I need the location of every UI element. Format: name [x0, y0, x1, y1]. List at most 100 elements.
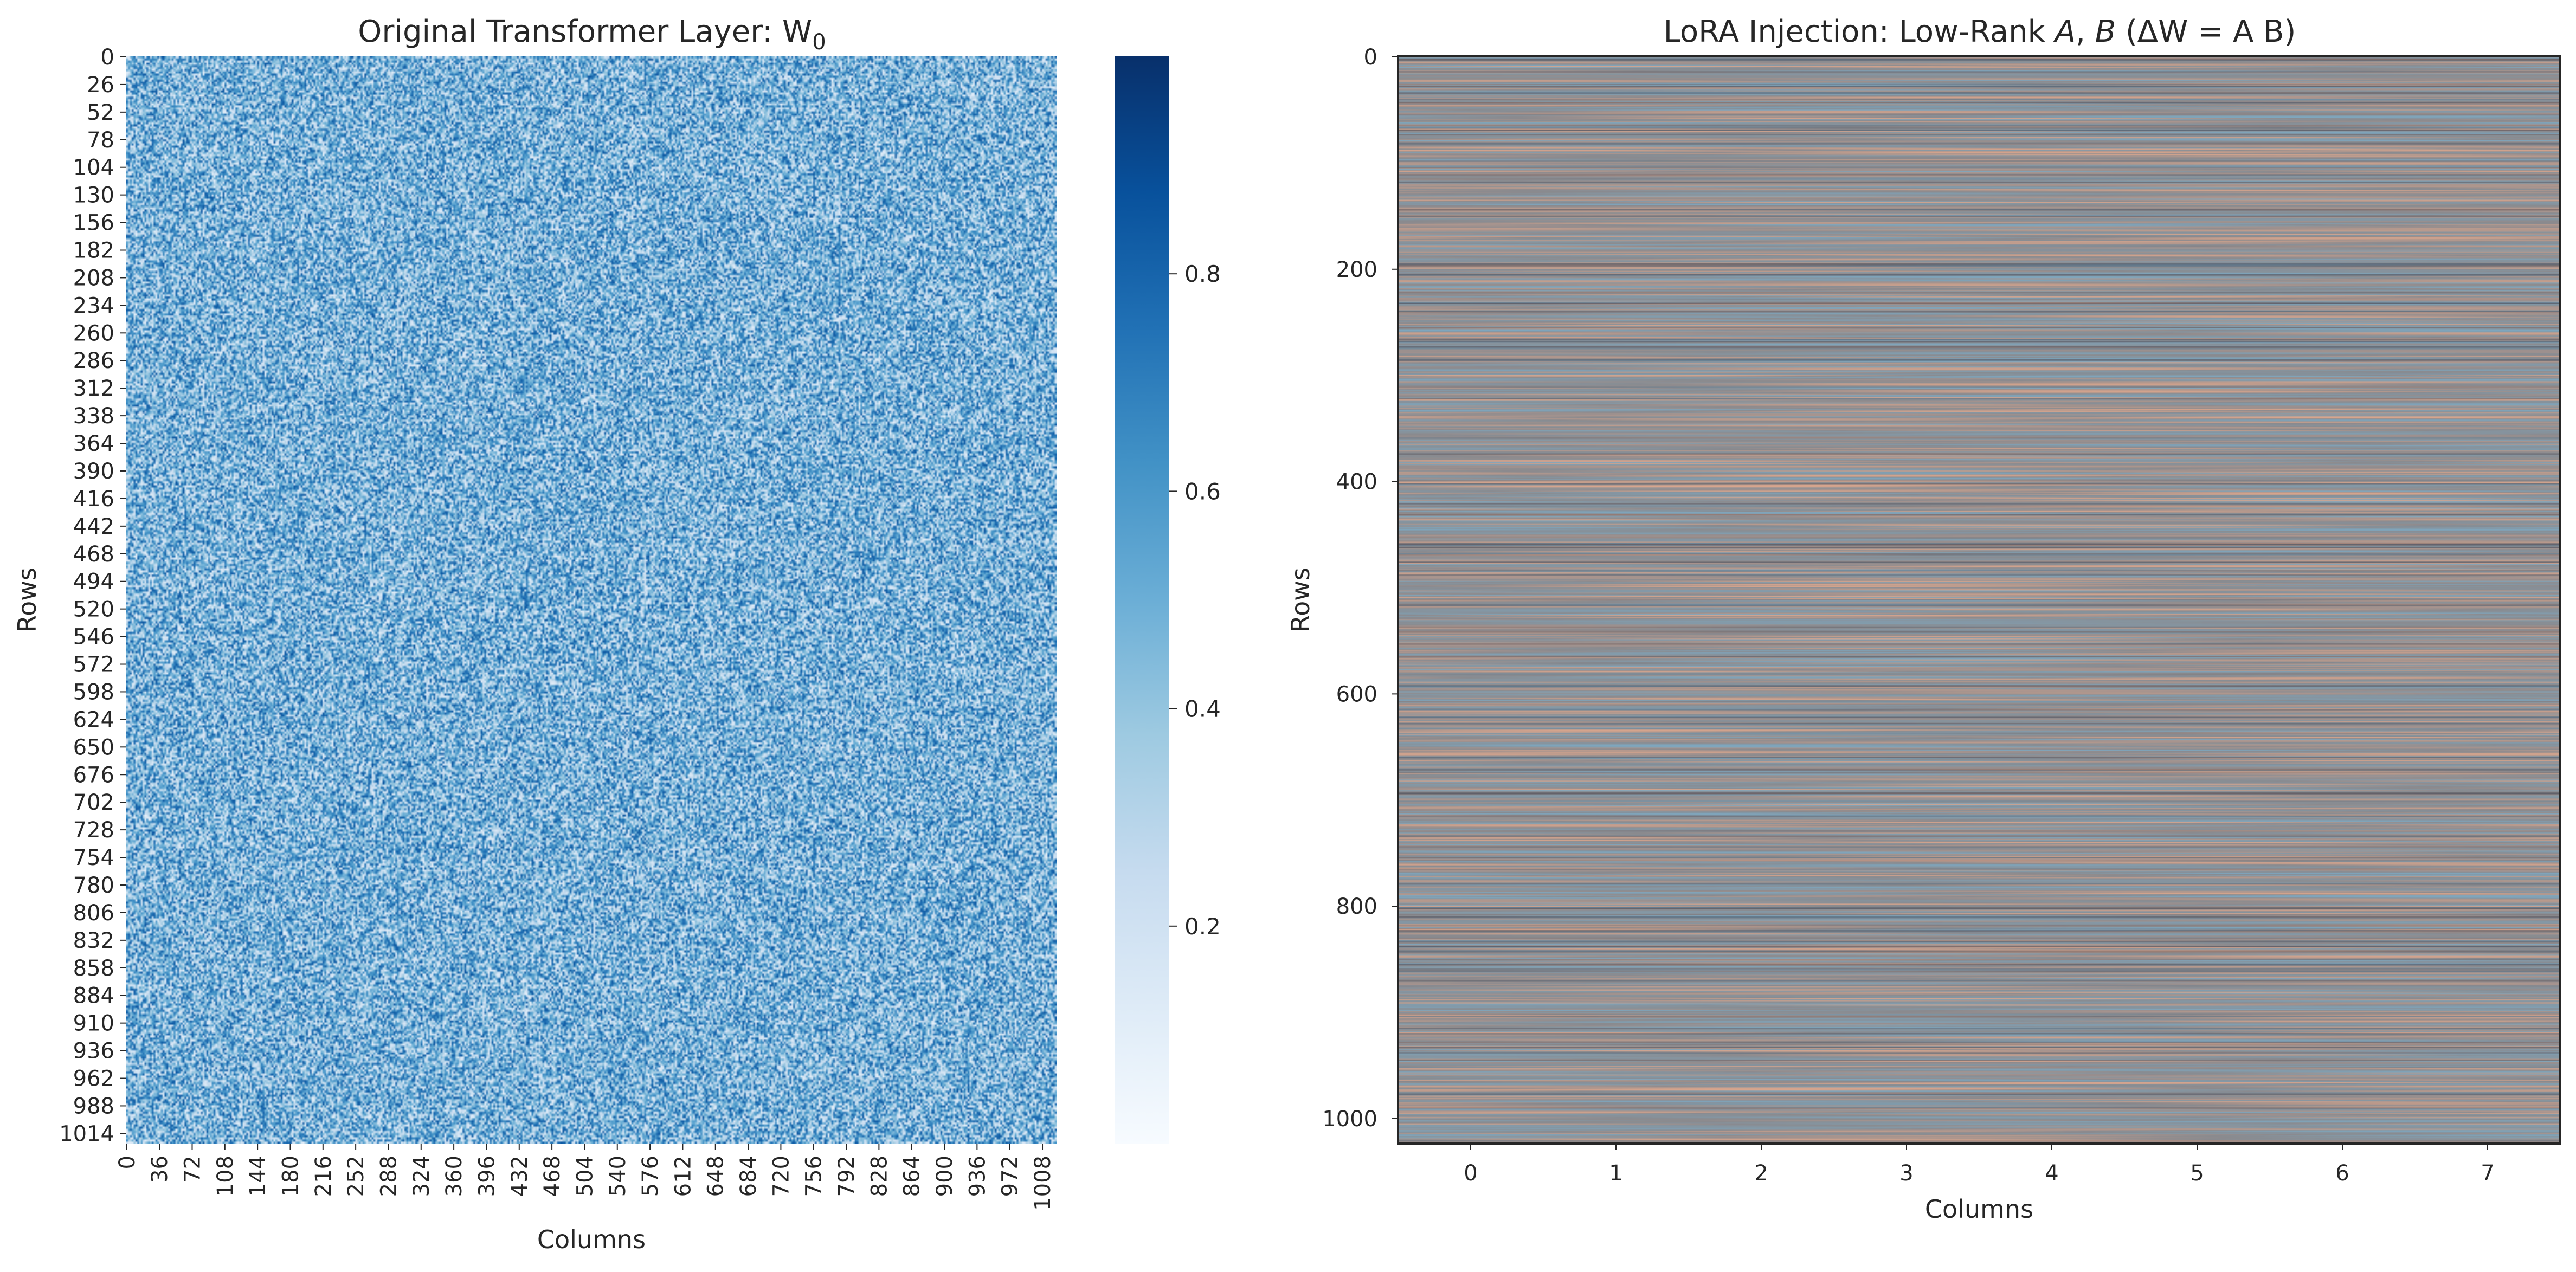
left-y-tick-label: 390 — [73, 459, 114, 484]
left-y-axis-label: Rows — [12, 567, 42, 632]
left-x-tick-label: 288 — [376, 1155, 401, 1197]
left-x-tick-label: 180 — [278, 1155, 303, 1197]
left-y-tick-label: 884 — [73, 984, 114, 1009]
colorbar-gradient — [1115, 56, 1169, 1144]
right-plot-frame — [1397, 55, 2561, 1145]
colorbar-tick-label: 0.4 — [1184, 696, 1221, 722]
right-y-axis-label: Rows — [1286, 567, 1315, 632]
left-y-tick-label: 728 — [73, 818, 114, 843]
right-heatmap-image — [1398, 56, 2560, 1144]
left-y-tick-label: 442 — [73, 514, 114, 539]
right-x-tick-label: 3 — [1899, 1161, 1913, 1186]
left-y-tick-label: 806 — [73, 901, 114, 926]
left-y-tick-label: 910 — [73, 1011, 114, 1036]
right-x-tick-label: 6 — [2335, 1161, 2349, 1186]
right-y-tick-label: 200 — [1336, 257, 1377, 282]
left-y-tick-label: 52 — [87, 100, 114, 125]
right-x-ticks: 0 1 2 3 4 5 6 7 — [1464, 1144, 2495, 1186]
right-x-tick-label: 7 — [2481, 1161, 2494, 1186]
left-y-tick-label: 78 — [87, 128, 114, 153]
left-y-tick-label: 26 — [87, 73, 114, 98]
colorbar-tick-label: 0.8 — [1184, 261, 1221, 287]
left-x-tick-label: 252 — [344, 1155, 369, 1197]
left-y-tick-label: 572 — [73, 653, 114, 677]
left-x-tick-label: 756 — [802, 1155, 827, 1197]
left-y-tick-label: 286 — [73, 348, 114, 373]
left-y-tick-label: 598 — [73, 680, 114, 705]
left-x-tick-label: 504 — [572, 1155, 597, 1197]
left-x-axis-label: Columns — [537, 1225, 646, 1254]
left-y-tick-label: 182 — [73, 238, 114, 263]
left-y-tick-label: 208 — [73, 266, 114, 290]
left-x-tick-label: 360 — [442, 1155, 467, 1197]
left-heatmap-image — [126, 56, 1057, 1144]
left-y-tick-label: 104 — [73, 156, 114, 180]
colorbar-ticks: 0.2 0.4 0.6 0.8 — [1169, 261, 1221, 940]
left-x-tick-label: 144 — [246, 1155, 271, 1197]
left-y-ticks: 0265278104130156182208234260286312338364… — [59, 45, 126, 1146]
left-y-tick-label: 832 — [73, 928, 114, 953]
heatmap-right-panel: LoRA Injection: Low-Rank A, B (ΔW = A B)… — [1286, 14, 2561, 1224]
right-title-suffix: (ΔW = A B) — [2116, 14, 2296, 49]
right-x-tick-label: 0 — [1464, 1161, 1477, 1186]
right-y-tick-label: 0 — [1364, 45, 1377, 70]
left-x-tick-label: 936 — [965, 1155, 990, 1197]
left-y-tick-label: 780 — [73, 873, 114, 898]
left-x-tick-label: 468 — [540, 1155, 565, 1197]
left-y-tick-label: 156 — [73, 211, 114, 236]
right-title: LoRA Injection: Low-Rank A, B (ΔW = A B) — [1664, 14, 2296, 49]
left-x-tick-label: 72 — [180, 1155, 205, 1183]
left-y-tick-label: 416 — [73, 487, 114, 512]
right-title-prefix: LoRA Injection: Low-Rank — [1664, 14, 2055, 49]
left-x-tick-label: 36 — [147, 1155, 172, 1183]
left-x-tick-label: 1008 — [1031, 1155, 1055, 1211]
left-y-tick-label: 234 — [73, 293, 114, 318]
left-y-tick-label: 936 — [73, 1039, 114, 1064]
left-x-tick-label: 612 — [671, 1155, 695, 1197]
colorbar: 0.2 0.4 0.6 0.8 — [1115, 56, 1221, 1144]
left-y-tick-label: 962 — [73, 1067, 114, 1092]
left-x-tick-label: 0 — [115, 1155, 140, 1169]
left-x-tick-label: 540 — [606, 1155, 630, 1197]
left-x-tick-label: 900 — [932, 1155, 957, 1197]
left-y-tick-label: 494 — [73, 570, 114, 595]
left-x-tick-label: 108 — [213, 1155, 238, 1197]
left-x-tick-label: 396 — [474, 1155, 499, 1197]
left-y-tick-label: 676 — [73, 763, 114, 787]
left-x-tick-label: 576 — [638, 1155, 663, 1197]
right-x-axis-label: Columns — [1925, 1194, 2033, 1224]
left-y-tick-label: 312 — [73, 376, 114, 401]
left-x-tick-label: 792 — [834, 1155, 859, 1197]
left-title-main: Original Transformer Layer: W — [358, 14, 812, 49]
left-x-tick-label: 432 — [507, 1155, 532, 1197]
left-x-tick-label: 972 — [998, 1155, 1023, 1197]
left-x-ticks: 0 36 72 108 144 180 216 252 288 324 360 396 432 468 50… — [115, 1144, 1055, 1211]
right-y-tick-label: 400 — [1336, 470, 1377, 495]
left-y-tick-label: 650 — [73, 735, 114, 760]
left-y-tick-label: 520 — [73, 597, 114, 622]
right-y-tick-label: 600 — [1336, 682, 1377, 707]
left-y-tick-label: 702 — [73, 790, 114, 815]
left-x-tick-label: 216 — [311, 1155, 336, 1197]
left-y-tick-label: 754 — [73, 845, 114, 870]
left-y-tick-label: 546 — [73, 625, 114, 650]
right-x-tick-label: 1 — [1609, 1161, 1622, 1186]
left-y-tick-label: 858 — [73, 956, 114, 981]
left-x-tick-label: 648 — [704, 1155, 729, 1197]
right-y-tick-label: 1000 — [1322, 1107, 1377, 1132]
left-y-tick-label: 338 — [73, 404, 114, 429]
right-title-b: B — [2095, 14, 2116, 49]
left-y-tick-label: 260 — [73, 321, 114, 346]
left-x-tick-label: 720 — [769, 1155, 794, 1197]
left-y-tick-label: 0 — [101, 45, 114, 70]
right-title-sep: , — [2076, 14, 2095, 49]
colorbar-tick-label: 0.2 — [1184, 913, 1221, 940]
left-y-tick-label: 988 — [73, 1094, 114, 1119]
left-y-tick-label: 468 — [73, 542, 114, 567]
right-x-tick-label: 5 — [2190, 1161, 2204, 1186]
colorbar-tick-label: 0.6 — [1184, 478, 1221, 505]
left-y-tick-label: 1014 — [59, 1121, 114, 1146]
right-x-tick-label: 4 — [2045, 1161, 2058, 1186]
